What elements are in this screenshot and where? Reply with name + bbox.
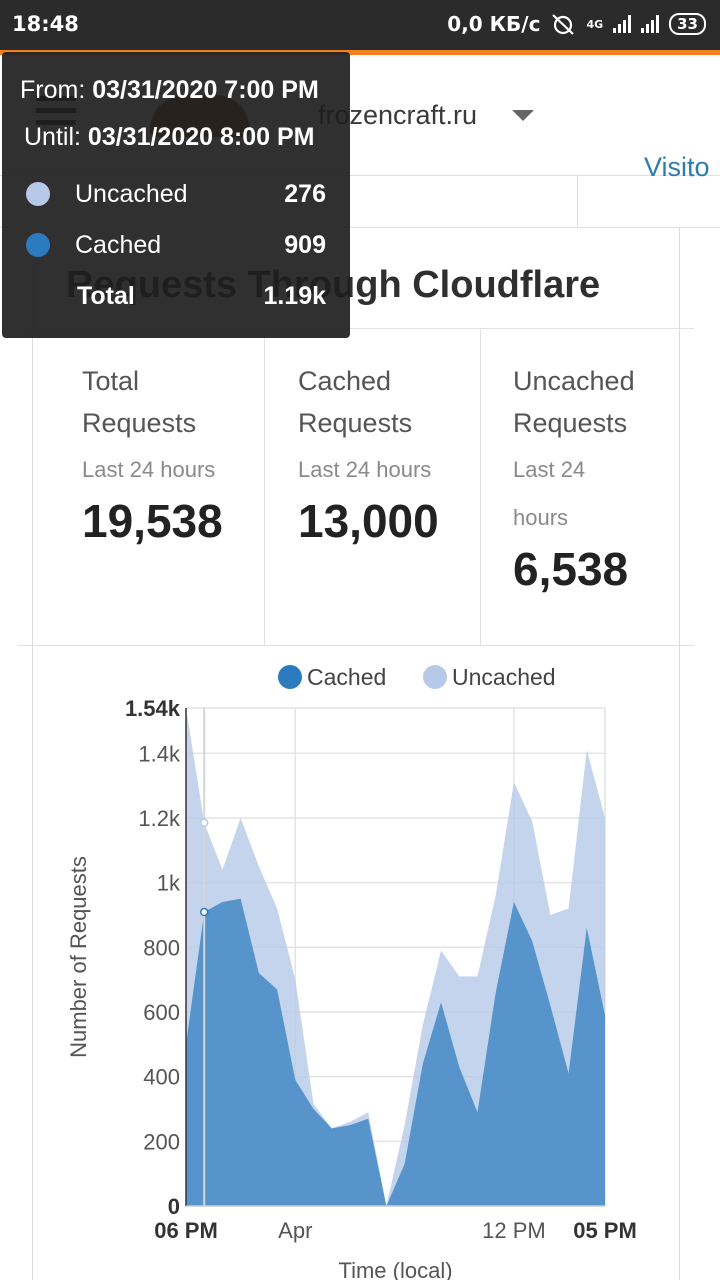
status-bar: 18:48 0,0 КБ/с 4G 33 [0,0,720,50]
status-time: 18:48 [12,12,79,36]
divider [18,645,694,646]
network-speed: 0,0 КБ/с [447,12,541,36]
status-right: 0,0 КБ/с 4G 33 [447,12,706,36]
x-tick-label: 12 PM [482,1218,546,1243]
tooltip-row-name: Uncached [75,180,188,208]
tooltip-row-value: 909 [284,231,326,259]
divider [264,329,265,645]
alarm-off-icon [552,14,575,35]
tooltip-total-label: Total [77,282,135,310]
y-tick-label: 600 [143,1000,180,1025]
legend-label: Cached [307,664,386,690]
signal-icon-2 [641,15,660,33]
tooltip-total-value: 1.19k [263,282,326,310]
stat-label: Uncached Requests [513,366,635,438]
stat-value: 13,000 [298,495,439,547]
uncached-legend-dot [423,665,447,689]
y-tick-label: 1.54k [125,696,181,721]
stat-label: Cached Requests [298,366,413,438]
y-tick-label: 800 [143,935,180,960]
chevron-down-icon[interactable] [512,110,534,121]
tooltip-until-label: Until: [24,123,81,151]
y-tick-label: 1k [157,871,181,896]
stat-value: 19,538 [82,495,223,547]
y-tick-label: 400 [143,1065,180,1090]
chart-tooltip: From: 03/31/2020 7:00 PM Until: 03/31/20… [2,52,350,338]
tooltip-from: From: 03/31/2020 7:00 PM [20,76,319,105]
stat-period: Last 24 hours [298,457,432,482]
tooltip-until-value: 03/31/2020 8:00 PM [87,123,315,151]
hover-marker-cached [199,907,209,917]
tooltip-from-label: From: [20,76,86,104]
stat-value: 6,538 [513,543,629,595]
uncached-legend-dot [26,182,50,206]
legend-label: Uncached [452,664,556,690]
requests-card [32,228,680,1280]
stat-uncached-requests: Uncached Requests Last 24 hours 6,538 [513,360,663,596]
divider [577,176,578,226]
network-type: 4G [586,17,604,31]
requests-chart[interactable]: 0 200 400 600 800 1k 1.2k 1.4k 1.54k 06 PM Apr 12 P… [0,650,720,1283]
y-tick-label: 200 [143,1129,180,1154]
y-tick-label: 1.2k [138,806,181,831]
y-tick-label: 1.4k [138,741,181,766]
divider [18,328,694,329]
stat-period: Last 24 hours [82,457,216,482]
chart-svg[interactable]: 0 200 400 600 800 1k 1.2k 1.4k 1.54k 06 PM Apr 12 P… [0,650,720,1283]
divider [480,329,481,645]
y-axis-title: Number of Requests [66,856,91,1058]
tab-visitors[interactable]: Visito [644,152,710,182]
tooltip-row-value: 276 [284,180,326,208]
tooltip-row-name: Cached [75,231,162,259]
signal-icon [613,15,632,33]
cached-legend-dot [26,233,50,257]
cached-area [186,898,605,1206]
x-tick-label: 05 PM [573,1218,637,1243]
stat-total-requests: Total Requests Last 24 hours 19,538 [82,360,232,548]
brand-accent-bar [0,50,720,55]
stat-label: Total Requests [82,366,197,438]
stat-cached-requests: Cached Requests Last 24 hours 13,000 [298,360,448,548]
stat-period: Last 24 hours [513,457,586,530]
x-tick-label: 06 PM [154,1218,218,1243]
divider [0,227,720,228]
x-axis-title: Time (local) [338,1258,452,1280]
tooltip-until: Until: 03/31/2020 8:00 PM [24,123,314,152]
divider [0,175,720,176]
hover-marker-uncached [199,818,209,828]
y-tick-label: 0 [168,1194,180,1219]
x-tick-label: Apr [278,1218,312,1243]
tooltip-from-value: 03/31/2020 7:00 PM [92,76,319,104]
battery-icon: 33 [669,13,706,35]
cached-legend-dot [278,665,302,689]
